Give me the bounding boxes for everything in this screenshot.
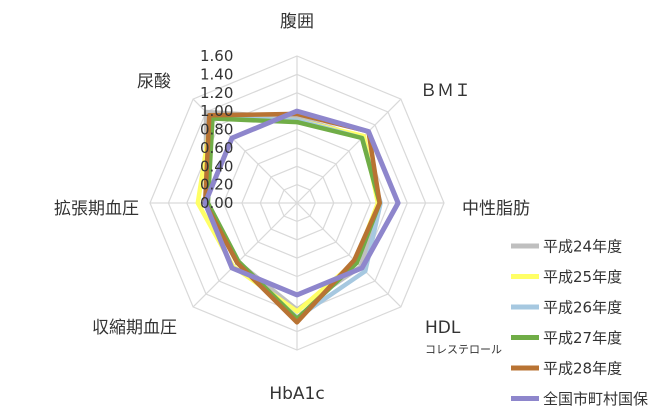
axis-label: 腹囲 <box>280 12 314 32</box>
grid-spoke <box>296 98 402 204</box>
legend-entry: 全国市町村国保 <box>543 390 648 407</box>
series-line-5 <box>202 111 382 325</box>
axis-label: 収縮期血圧 <box>92 318 177 338</box>
legend-entry: 平成25年度 <box>543 268 622 286</box>
axis-label: 拡張期血圧 <box>54 199 139 219</box>
axis-label: HbA1c <box>269 384 324 404</box>
tick-label: 1.40 <box>200 65 233 83</box>
legend-entry: 平成26年度 <box>543 299 622 317</box>
tick-label: 0.00 <box>200 194 233 212</box>
tick-label: 1.20 <box>200 84 233 102</box>
series-line-4 <box>205 116 382 322</box>
legend-entry: 平成28年度 <box>543 360 622 378</box>
tick-label: 1.60 <box>200 47 233 65</box>
tick-label: 1.00 <box>200 102 233 120</box>
axis-label: HDL <box>425 318 461 338</box>
tick-label: 0.80 <box>200 121 233 139</box>
legend-entry: 平成27年度 <box>543 329 622 347</box>
axis-label: 中性脂肪 <box>462 199 530 219</box>
grid-spoke <box>192 202 298 308</box>
legend-entry: 平成24年度 <box>543 238 622 256</box>
tick-label: 0.60 <box>200 139 233 157</box>
radar-series <box>195 108 401 325</box>
axis-sublabel: コレステロール <box>425 343 502 356</box>
radial-tick-labels: 0.000.200.400.600.801.001.201.401.60 <box>200 47 233 212</box>
grid-spoke <box>296 202 402 308</box>
series-line-6 <box>202 108 401 298</box>
axis-label: ＢＭＩ <box>420 81 471 101</box>
tick-label: 0.20 <box>200 176 233 194</box>
tick-label: 0.40 <box>200 157 233 175</box>
axis-label: 尿酸 <box>137 72 171 92</box>
axis-labels: 腹囲 ＢＭＩ 中性脂肪 HDL コレステロール HbA1c 収縮期血圧 拡張期血圧 尿酸 <box>54 12 530 404</box>
